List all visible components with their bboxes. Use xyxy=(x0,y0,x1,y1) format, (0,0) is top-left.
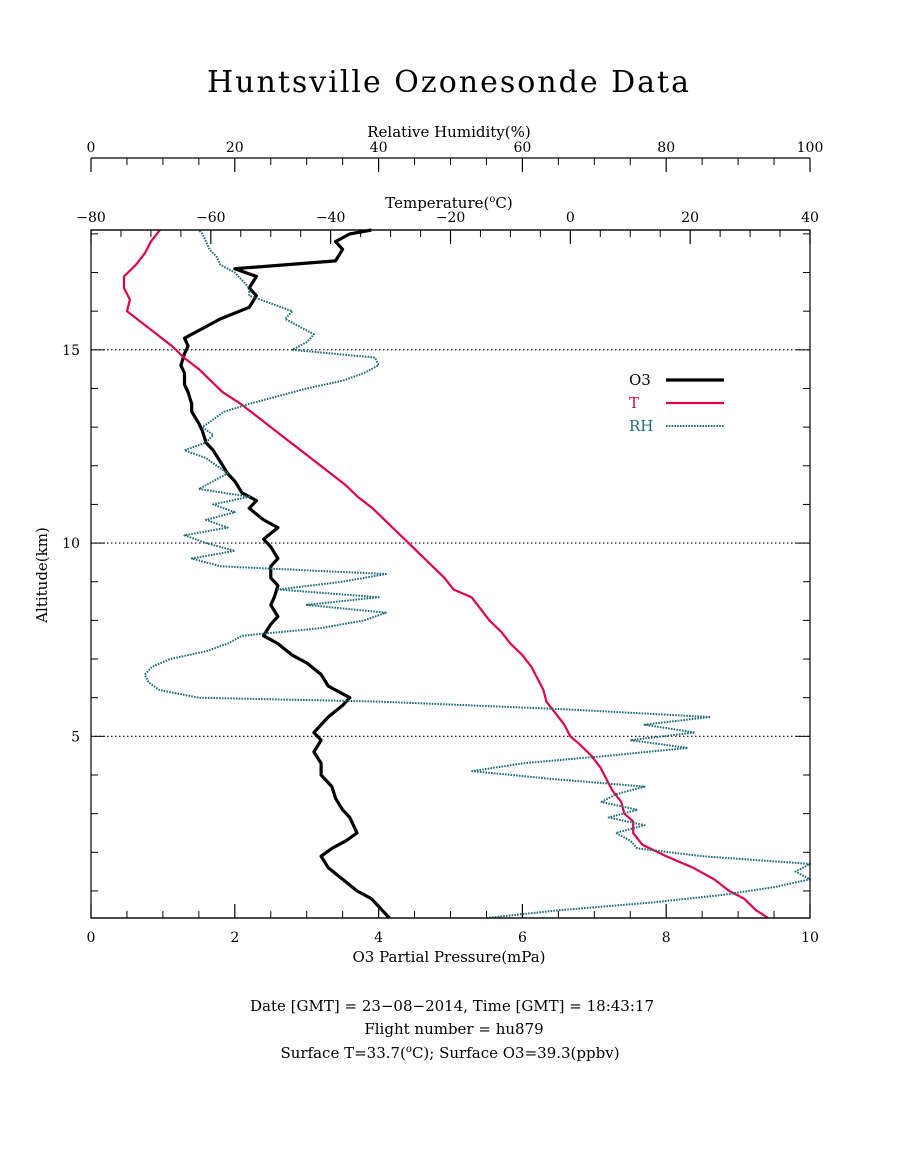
o3-tick-label: 8 xyxy=(662,930,671,946)
o3-tick-label: 0 xyxy=(87,930,96,946)
reference-lines xyxy=(91,349,810,737)
altitude-axis-title: Altitude(km) xyxy=(33,527,51,624)
rh-tick-label: 80 xyxy=(657,140,675,156)
footer-surface-degree: o xyxy=(406,1044,412,1055)
temp-tick-label: −60 xyxy=(196,210,226,226)
temp-tick-label: −80 xyxy=(76,210,106,226)
series-line-rh xyxy=(143,229,811,919)
o3-axis: 0 2 4 6 8 10 xyxy=(87,904,819,946)
rh-axis: 0 20 40 60 80 100 xyxy=(87,140,824,172)
o3-tick-label: 4 xyxy=(374,930,383,946)
o3-tick-label: 10 xyxy=(801,930,819,946)
temp-axis: −80 −60 −40 −20 0 20 40 xyxy=(76,210,819,244)
legend-label-o3: O3 xyxy=(629,371,651,389)
footer-surface-suffix: C); Surface O3=39.3(ppbv) xyxy=(412,1044,620,1062)
temp-tick-label: 40 xyxy=(801,210,819,226)
altitude-axis: 5 10 15 xyxy=(62,233,810,892)
altitude-tick-label: 5 xyxy=(71,729,80,745)
rh-tick-label: 0 xyxy=(87,140,96,156)
o3-tick-label: 2 xyxy=(230,930,239,946)
footer-date-time: Date [GMT] = 23−08−2014, Time [GMT] = 18… xyxy=(250,997,654,1015)
rh-tick-label: 40 xyxy=(370,140,388,156)
temp-axis-title-prefix: Temperature( xyxy=(385,194,489,212)
temp-axis-title: Temperature(oC) xyxy=(385,194,513,212)
legend-label-t: T xyxy=(629,394,639,412)
footer-flight-number: Flight number = hu879 xyxy=(364,1020,543,1038)
temp-tick-label: −20 xyxy=(436,210,466,226)
o3-axis-title: O3 Partial Pressure(mPa) xyxy=(352,948,545,966)
altitude-tick-label: 10 xyxy=(62,536,80,552)
temp-tick-label: −40 xyxy=(316,210,346,226)
footer-surface-values: Surface T=33.7(oC); Surface O3=39.3(ppbv… xyxy=(280,1044,619,1062)
series-line-o3 xyxy=(179,228,391,920)
rh-axis-title: Relative Humidity(%) xyxy=(367,123,530,141)
series-line-t xyxy=(122,229,769,919)
rh-tick-label: 100 xyxy=(797,140,824,156)
temp-tick-label: 20 xyxy=(681,210,699,226)
o3-tick-label: 6 xyxy=(518,930,527,946)
footer-surface-prefix: Surface T=33.7( xyxy=(280,1044,405,1062)
series-layer xyxy=(122,228,811,920)
legend: O3 T RH xyxy=(629,371,724,435)
temp-tick-label: 0 xyxy=(566,210,575,226)
chart-title: Huntsville Ozonesonde Data xyxy=(207,65,691,100)
rh-tick-label: 60 xyxy=(513,140,531,156)
altitude-tick-label: 15 xyxy=(62,343,80,359)
temp-axis-title-degree: o xyxy=(489,194,495,205)
plot-frame xyxy=(90,229,811,919)
legend-label-rh: RH xyxy=(629,417,653,435)
rh-tick-label: 20 xyxy=(226,140,244,156)
temp-axis-title-suffix: C) xyxy=(495,194,512,212)
